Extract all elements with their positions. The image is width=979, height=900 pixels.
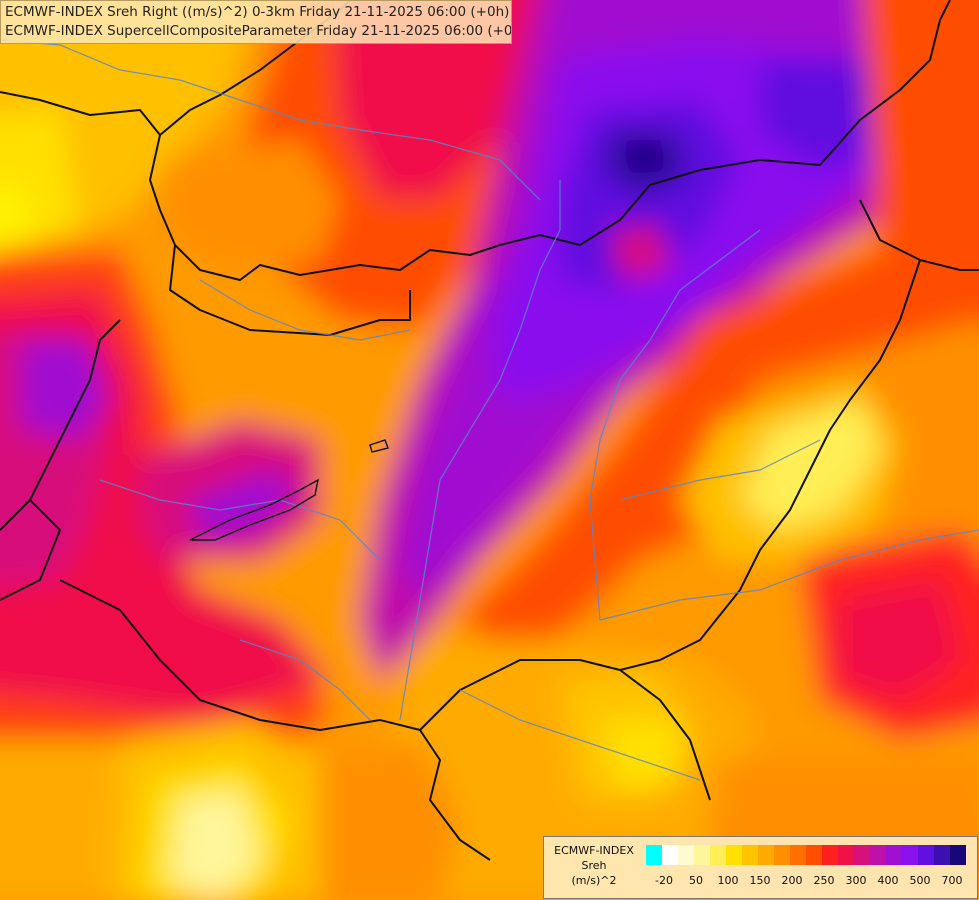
legend-swatch [694, 845, 710, 865]
legend-swatch [822, 845, 838, 865]
legend-swatch [774, 845, 790, 865]
title-line-1: ECMWF-INDEX Sreh Right ((m/s)^2) 0-3km F… [5, 4, 510, 20]
legend-title: ECMWF-INDEX Sreh (m/s)^2 [548, 843, 640, 888]
legend-swatch [918, 845, 934, 865]
legend-swatch [806, 845, 822, 865]
legend-swatch [646, 845, 662, 865]
river-lines [0, 39, 979, 781]
legend-title-source: ECMWF-INDEX [554, 844, 634, 857]
legend-tick-label: 200 [781, 874, 803, 887]
color-legend: ECMWF-INDEX Sreh (m/s)^2 -20 50 100 150 200 2… [543, 836, 978, 899]
legend-tick-label: 100 [717, 874, 739, 887]
legend-swatch [902, 845, 918, 865]
legend-swatch [662, 845, 678, 865]
legend-color-bar [646, 845, 966, 865]
lake-outlines [189, 439, 389, 541]
legend-tick-label: 400 [877, 874, 899, 887]
legend-swatch [790, 845, 806, 865]
legend-tick-label: 50 [689, 874, 703, 887]
legend-swatch [758, 845, 774, 865]
legend-swatch [950, 845, 966, 865]
legend-title-parameter: Sreh [581, 859, 607, 872]
legend-tick-label: 500 [909, 874, 931, 887]
legend-tick-label: 300 [845, 874, 867, 887]
legend-tick-label: 250 [813, 874, 835, 887]
title-line-2: ECMWF-INDEX SupercellCompositeParameter … [5, 23, 512, 39]
legend-title-unit: (m/s)^2 [571, 874, 617, 887]
legend-tick-label: 700 [941, 874, 963, 887]
map-title-box: ECMWF-INDEX Sreh Right ((m/s)^2) 0-3km F… [0, 0, 512, 44]
legend-swatch [710, 845, 726, 865]
legend-tick-labels: -20 50 100 150 200 250 300 400 500 700 [646, 874, 976, 888]
legend-swatch [886, 845, 902, 865]
country-borders [0, 0, 979, 861]
legend-tick-label: -20 [655, 874, 673, 887]
legend-swatch [838, 845, 854, 865]
legend-swatch [742, 845, 758, 865]
legend-swatch [870, 845, 886, 865]
legend-swatch [678, 845, 694, 865]
legend-swatch [854, 845, 870, 865]
legend-swatch [934, 845, 950, 865]
legend-swatch [726, 845, 742, 865]
legend-tick-label: 150 [749, 874, 771, 887]
